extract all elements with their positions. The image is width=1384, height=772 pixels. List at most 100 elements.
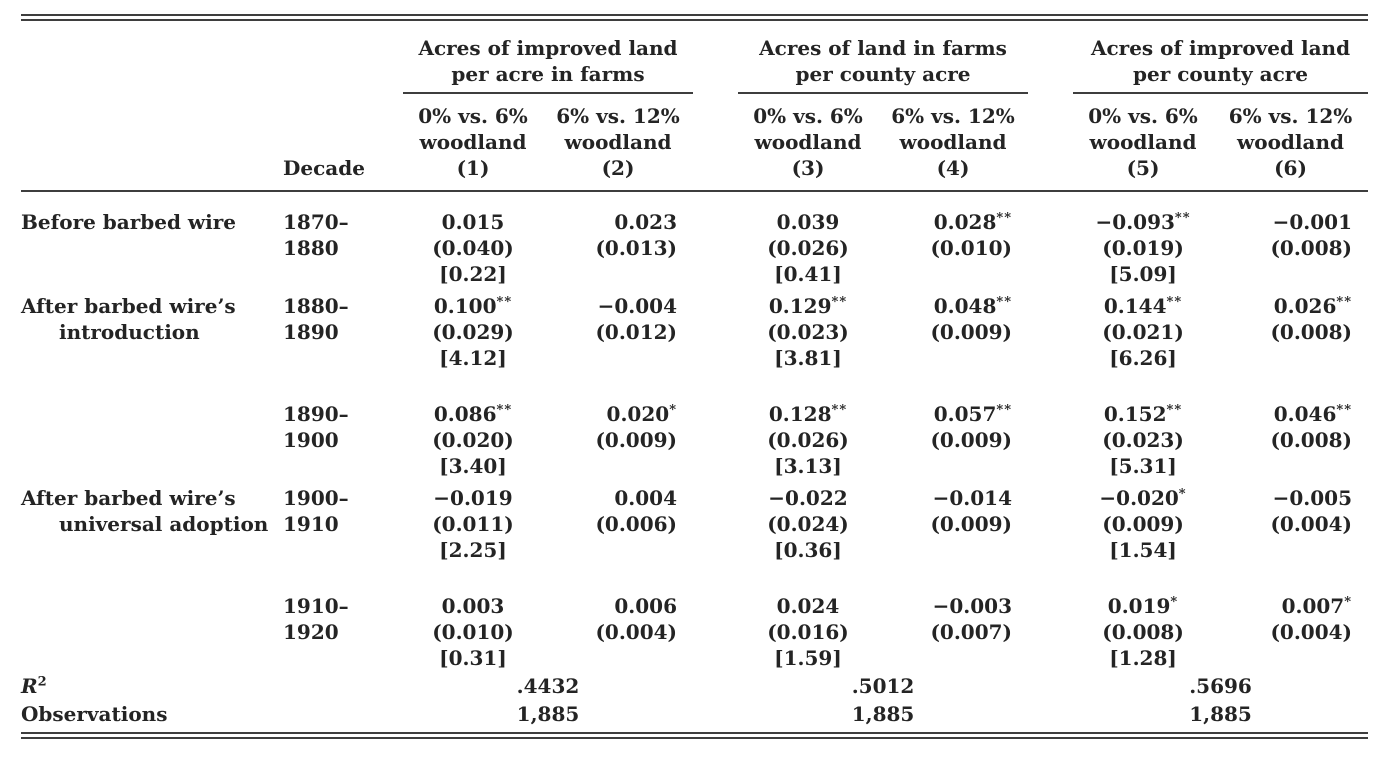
coefficient-cell: 0.048** (0.009) [878, 287, 1028, 371]
standard-error: (0.008) [1102, 620, 1184, 644]
column-header-line: (5) [1126, 156, 1160, 180]
standard-error: (0.024) [767, 512, 849, 536]
table-header: Acres of improved land per acre in farms A… [21, 21, 1369, 191]
coefficient-cell: −0.022 (0.024) [0.36] [738, 479, 878, 563]
t-statistic: [1.59] [774, 646, 842, 670]
estimate-value: 0.003 [403, 593, 543, 619]
group-title-line: Acres of improved land [1090, 36, 1351, 60]
coefficient-cell: 0.128** (0.026) [3.13] [738, 371, 878, 479]
estimate-number: 0.020 [606, 402, 670, 426]
coefficient-cell: −0.020* (0.009) [1.54] [1073, 479, 1213, 563]
standard-error: (0.040) [432, 236, 514, 260]
coefficient-cell: 0.007* (0.004) [1213, 563, 1368, 671]
column-header: 0% vs. 6% woodland (5) [1073, 93, 1213, 191]
coefficient-cell: 0.046** (0.008) [1213, 371, 1368, 479]
observations-value: 1,885 [851, 702, 915, 726]
stub-cell [21, 93, 283, 191]
standard-error: (0.008) [1270, 320, 1353, 344]
estimate-number: 0.028 [933, 210, 997, 234]
significance-stars: ** [1166, 402, 1183, 418]
decade-column-header: Decade [283, 156, 365, 180]
header-rule [21, 190, 1369, 203]
estimate-number: 0.129 [768, 294, 832, 318]
column-gap [1028, 479, 1073, 563]
column-header-line: 0% vs. 6% [753, 104, 863, 128]
standard-error: (0.009) [930, 320, 1013, 344]
column-gap [1028, 671, 1073, 699]
column-gap [693, 699, 738, 727]
coefficient-cell: −0.014 (0.009) [878, 479, 1028, 563]
standard-error: (0.029) [432, 320, 514, 344]
estimate-number: −0.005 [1272, 486, 1353, 510]
column-header: 6% vs. 12% woodland (2) [543, 93, 693, 191]
standard-error: (0.019) [1102, 236, 1184, 260]
column-header-line: 6% vs. 12% [1228, 104, 1353, 128]
column-header-line: 0% vs. 6% [1088, 104, 1198, 128]
t-statistic: [3.40] [439, 454, 507, 478]
estimate-value: 0.004 [543, 485, 677, 511]
standard-error: (0.023) [767, 320, 849, 344]
estimate-value: 0.007* [1213, 593, 1352, 619]
r-squared-label-text: R [21, 674, 38, 698]
observations-label: Observations [21, 699, 403, 727]
standard-error: (0.021) [1102, 320, 1184, 344]
column-header-line: (3) [791, 156, 825, 180]
standard-error: (0.009) [1102, 512, 1184, 536]
estimate-value: −0.005 [1213, 485, 1352, 511]
coefficient-cell: 0.129** (0.023) [3.81] [738, 287, 878, 371]
standard-error: (0.008) [1270, 428, 1353, 452]
coefficient-cell: −0.093** (0.019) [5.09] [1073, 203, 1213, 287]
row-label-line: After barbed wire’s [21, 294, 236, 318]
t-statistic: [0.22] [439, 262, 507, 286]
page-margins: Acres of improved land per acre in farms A… [21, 14, 1369, 739]
coefficient-cell: 0.100** (0.029) [4.12] [403, 287, 543, 371]
estimate-value: 0.129** [738, 293, 878, 319]
standard-error: (0.004) [1270, 620, 1353, 644]
standard-error: (0.006) [595, 512, 677, 536]
estimate-value: −0.014 [878, 485, 1012, 511]
column-header-line: 6% vs. 12% [556, 104, 680, 128]
column-gap [1028, 287, 1073, 371]
standard-error: (0.011) [432, 512, 514, 536]
coefficient-cell: 0.020* (0.009) [543, 371, 693, 479]
significance-stars: ** [996, 294, 1013, 310]
standard-error: (0.010) [432, 620, 514, 644]
row-label [21, 563, 283, 671]
column-header-line: woodland [1089, 130, 1197, 154]
group-title-line: Acres of land in farms [759, 36, 1007, 60]
significance-stars: ** [1166, 294, 1183, 310]
t-statistic: [3.81] [774, 346, 842, 370]
estimate-value: 0.028** [878, 209, 1012, 235]
decade-cell: 1870–1880 [283, 210, 349, 260]
t-statistic: [0.31] [439, 646, 507, 670]
estimate-number: −0.004 [597, 294, 677, 318]
standard-error: (0.004) [1270, 512, 1353, 536]
significance-stars: ** [496, 294, 513, 310]
column-header-line: (4) [936, 156, 970, 180]
estimate-number: 0.026 [1273, 294, 1337, 318]
estimate-number: 0.048 [933, 294, 997, 318]
group-title-line: Acres of improved land [418, 36, 678, 60]
coefficient-cell: 0.004 (0.006) [543, 479, 693, 563]
observations-label-text: Observations [21, 702, 168, 726]
coefficient-cell: −0.019 (0.011) [2.25] [403, 479, 543, 563]
t-statistic: [6.26] [1109, 346, 1177, 370]
estimate-value: 0.019* [1073, 593, 1213, 619]
stub-cell [21, 21, 403, 93]
estimate-number: −0.001 [1272, 210, 1353, 234]
estimate-value: 0.152** [1073, 401, 1213, 427]
t-statistic: [3.13] [774, 454, 842, 478]
column-header-line: woodland [899, 130, 1007, 154]
estimate-number: 0.046 [1273, 402, 1337, 426]
estimate-number: 0.100 [433, 294, 497, 318]
coefficient-cell: 0.152** (0.023) [5.31] [1073, 371, 1213, 479]
column-header: 0% vs. 6% woodland (1) [403, 93, 543, 191]
column-gap [1028, 371, 1073, 479]
estimate-number: 0.007 [1281, 594, 1345, 618]
coefficient-cell: 0.019* (0.008) [1.28] [1073, 563, 1213, 671]
estimate-value: 0.144** [1073, 293, 1213, 319]
t-statistic: [4.12] [439, 346, 507, 370]
estimate-number: 0.004 [614, 486, 677, 510]
estimate-value: 0.020* [543, 401, 677, 427]
significance-stars: * [669, 402, 677, 418]
